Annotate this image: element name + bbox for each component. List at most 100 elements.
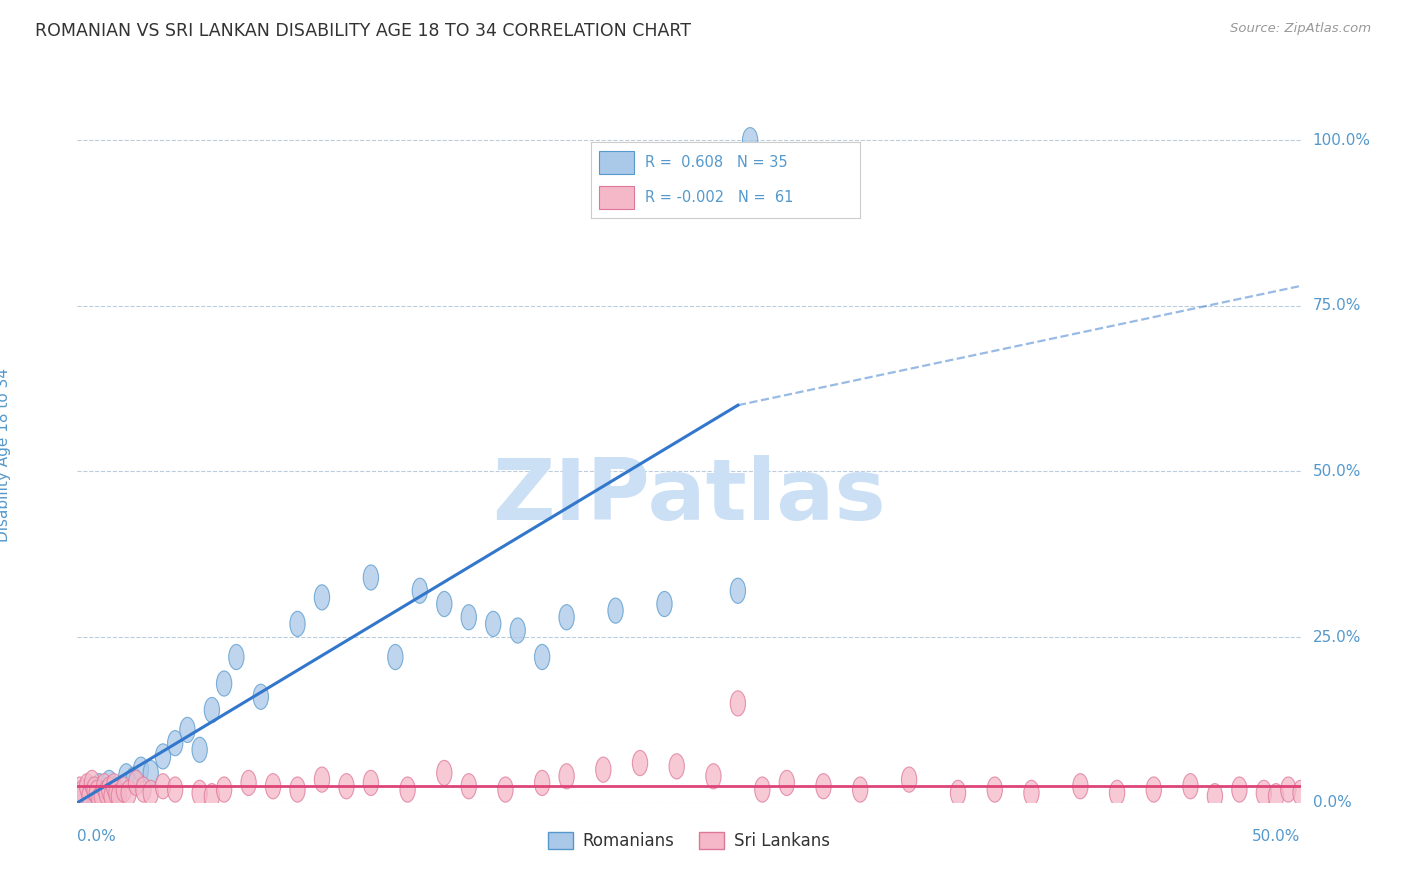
Ellipse shape	[87, 783, 103, 809]
Ellipse shape	[111, 783, 127, 809]
Ellipse shape	[107, 777, 122, 802]
Ellipse shape	[852, 777, 868, 802]
Ellipse shape	[461, 605, 477, 630]
FancyBboxPatch shape	[599, 186, 634, 210]
Ellipse shape	[117, 777, 132, 802]
Ellipse shape	[534, 771, 550, 796]
Ellipse shape	[1146, 777, 1161, 802]
Ellipse shape	[315, 767, 329, 792]
Text: Source: ZipAtlas.com: Source: ZipAtlas.com	[1230, 22, 1371, 36]
Ellipse shape	[339, 773, 354, 799]
Ellipse shape	[730, 578, 745, 603]
Ellipse shape	[399, 777, 415, 802]
Ellipse shape	[987, 777, 1002, 802]
Ellipse shape	[107, 773, 122, 799]
Ellipse shape	[155, 744, 170, 769]
Ellipse shape	[204, 783, 219, 809]
Text: ROMANIAN VS SRI LANKAN DISABILITY AGE 18 TO 34 CORRELATION CHART: ROMANIAN VS SRI LANKAN DISABILITY AGE 18…	[35, 22, 692, 40]
Ellipse shape	[104, 783, 120, 809]
Ellipse shape	[1109, 780, 1125, 805]
Ellipse shape	[167, 777, 183, 802]
Ellipse shape	[118, 764, 134, 789]
Text: ZIPatlas: ZIPatlas	[492, 455, 886, 538]
Ellipse shape	[1256, 780, 1271, 805]
Ellipse shape	[94, 783, 110, 809]
Ellipse shape	[1232, 777, 1247, 802]
Ellipse shape	[204, 698, 219, 723]
Ellipse shape	[815, 773, 831, 799]
Ellipse shape	[1208, 783, 1223, 809]
Ellipse shape	[730, 690, 745, 716]
Ellipse shape	[412, 578, 427, 603]
Ellipse shape	[89, 780, 104, 805]
Ellipse shape	[363, 565, 378, 591]
Ellipse shape	[91, 773, 107, 799]
Ellipse shape	[143, 780, 159, 805]
Ellipse shape	[657, 591, 672, 616]
Ellipse shape	[75, 780, 90, 805]
Ellipse shape	[87, 777, 103, 802]
Ellipse shape	[461, 773, 477, 799]
Ellipse shape	[596, 757, 612, 782]
Ellipse shape	[127, 767, 141, 792]
Ellipse shape	[1024, 780, 1039, 805]
Ellipse shape	[217, 777, 232, 802]
Ellipse shape	[950, 780, 966, 805]
Ellipse shape	[560, 764, 574, 789]
Ellipse shape	[633, 750, 648, 776]
Ellipse shape	[97, 773, 112, 799]
Ellipse shape	[755, 777, 770, 802]
FancyBboxPatch shape	[599, 151, 634, 174]
Ellipse shape	[155, 773, 170, 799]
Ellipse shape	[82, 777, 97, 802]
Ellipse shape	[706, 764, 721, 789]
Text: 50.0%: 50.0%	[1253, 830, 1301, 845]
Text: R = -0.002   N =  61: R = -0.002 N = 61	[645, 190, 793, 205]
Text: R =  0.608   N = 35: R = 0.608 N = 35	[645, 155, 787, 170]
Ellipse shape	[437, 760, 451, 786]
Text: 25.0%: 25.0%	[1313, 630, 1361, 645]
Text: Disability Age 18 to 34: Disability Age 18 to 34	[0, 368, 11, 542]
Ellipse shape	[1281, 777, 1296, 802]
Ellipse shape	[84, 771, 100, 796]
Text: 75.0%: 75.0%	[1313, 298, 1361, 313]
Ellipse shape	[72, 777, 87, 802]
Ellipse shape	[134, 757, 149, 782]
Ellipse shape	[437, 591, 451, 616]
Ellipse shape	[498, 777, 513, 802]
Ellipse shape	[101, 771, 117, 796]
Text: 100.0%: 100.0%	[1313, 133, 1371, 148]
Text: 50.0%: 50.0%	[1313, 464, 1361, 479]
Ellipse shape	[485, 611, 501, 637]
Ellipse shape	[266, 773, 281, 799]
Ellipse shape	[290, 611, 305, 637]
Ellipse shape	[80, 773, 94, 799]
Ellipse shape	[193, 737, 207, 763]
Ellipse shape	[510, 618, 526, 643]
Text: 0.0%: 0.0%	[1313, 796, 1351, 810]
Ellipse shape	[1182, 773, 1198, 799]
Ellipse shape	[77, 780, 93, 805]
Ellipse shape	[229, 644, 245, 670]
Text: 0.0%: 0.0%	[77, 830, 117, 845]
Ellipse shape	[82, 783, 97, 809]
Ellipse shape	[742, 128, 758, 153]
Ellipse shape	[121, 780, 136, 805]
Ellipse shape	[363, 771, 378, 796]
Ellipse shape	[1268, 783, 1284, 809]
Ellipse shape	[1294, 780, 1308, 805]
Ellipse shape	[560, 605, 574, 630]
Ellipse shape	[253, 684, 269, 709]
Ellipse shape	[779, 771, 794, 796]
Ellipse shape	[111, 783, 127, 809]
Ellipse shape	[315, 585, 329, 610]
Ellipse shape	[180, 717, 195, 742]
Ellipse shape	[143, 760, 159, 786]
Ellipse shape	[193, 780, 207, 805]
Ellipse shape	[136, 777, 150, 802]
Ellipse shape	[290, 777, 305, 802]
Ellipse shape	[101, 777, 117, 802]
Ellipse shape	[217, 671, 232, 696]
Ellipse shape	[98, 780, 114, 805]
Ellipse shape	[607, 598, 623, 624]
